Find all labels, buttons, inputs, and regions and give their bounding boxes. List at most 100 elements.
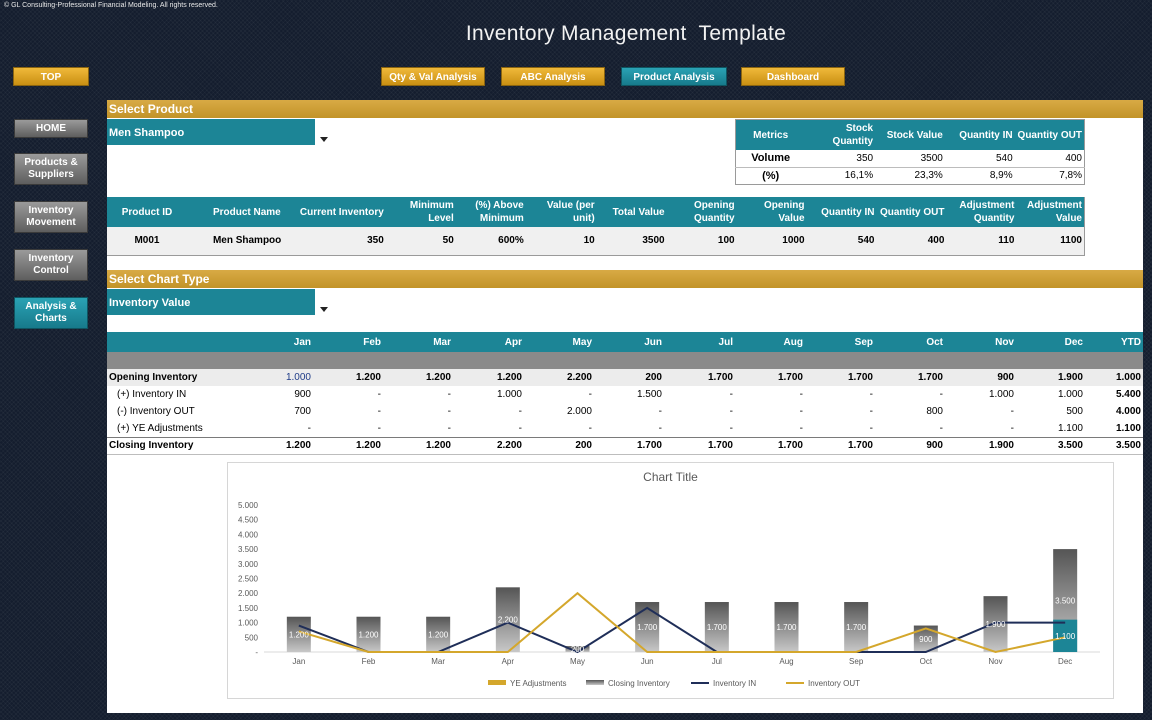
table-cell: -	[518, 422, 522, 434]
table-row: M001 Men Shampoo 350 50 600% 10 3500 100…	[107, 227, 1085, 255]
table-cell: -	[939, 422, 943, 434]
y-tick-label: 5.000	[238, 501, 259, 510]
inventory-table-header	[107, 332, 247, 352]
product-dropdown-arrow-icon[interactable]	[320, 137, 328, 142]
product-cell: 3500	[596, 227, 667, 255]
chart-type-select[interactable]: Inventory Value	[107, 289, 315, 315]
table-cell: 1.200	[313, 436, 383, 455]
product-cell: 100	[666, 227, 737, 255]
table-cell: -	[869, 389, 873, 400]
x-tick-label: Jun	[641, 657, 654, 666]
table-cell: -	[518, 406, 522, 417]
qty-val-analysis-button[interactable]: Qty & Val Analysis	[381, 67, 485, 86]
sidebar-products-suppliers-button[interactable]: Products & Suppliers	[14, 153, 88, 185]
copyright-text: © GL Consulting-Professional Financial M…	[4, 2, 218, 9]
table-cell: 1.000	[1057, 389, 1083, 400]
y-tick-label: 4.500	[238, 516, 259, 525]
y-tick-label: 1.500	[238, 604, 259, 613]
closing-inventory-bar	[565, 646, 590, 652]
product-cell: 350	[286, 227, 386, 255]
product-cell: 110	[946, 227, 1017, 255]
table-cell: -	[729, 422, 733, 434]
metrics-cell: 23,3%	[914, 170, 943, 181]
table-cell: 3.500	[1085, 436, 1143, 455]
product-table-header: Minimum Level	[385, 197, 456, 227]
row-label: Opening Inventory	[107, 369, 247, 386]
table-spacer-row	[107, 352, 1143, 369]
closing-inventory-bar	[844, 602, 869, 652]
month-header: Apr	[453, 332, 524, 352]
month-header: Jan	[247, 332, 313, 352]
abc-analysis-button[interactable]: ABC Analysis	[501, 67, 605, 86]
table-cell: -	[447, 406, 451, 417]
sidebar-inventory-movement-button[interactable]: Inventory Movement	[14, 201, 88, 233]
legend-label: Closing Inventory	[608, 679, 670, 688]
metrics-header: Metrics	[735, 119, 806, 150]
table-cell: -	[447, 422, 451, 434]
product-table-header: Quantity IN	[806, 197, 877, 227]
legend-swatch	[488, 680, 506, 685]
table-cell: -	[658, 406, 662, 417]
table-cell: 1.100	[1057, 422, 1083, 434]
x-tick-label: Mar	[431, 657, 445, 666]
chart-plot: - 500 1.000 1.500 2.000 2.500 3.000 3.500 4.000 4…	[238, 501, 1100, 688]
table-cell: 1.900	[945, 436, 1016, 455]
table-cell: -	[377, 389, 381, 400]
x-tick-label: Feb	[362, 657, 376, 666]
product-table-header: Value (per unit)	[525, 197, 597, 227]
product-table-header: Product ID	[107, 197, 187, 227]
table-cell: -	[307, 422, 311, 434]
product-cell: 400	[876, 227, 947, 255]
top-button[interactable]: TOP	[13, 67, 89, 86]
product-table-header: Opening Quantity	[666, 197, 737, 227]
metrics-header: Stock Value	[875, 119, 945, 150]
row-label: (+) YE Adjustments	[117, 422, 203, 434]
metrics-cell: 540	[944, 150, 1015, 168]
chart-title: Chart Title	[643, 470, 698, 484]
chart-dropdown-arrow-icon[interactable]	[320, 307, 328, 312]
table-row: (+) YE Adjustments - - - - - - - - - - - 1.100 1.100	[107, 420, 1143, 437]
metrics-header: Quantity OUT	[1014, 119, 1085, 150]
table-cell: 1.000	[1085, 369, 1143, 386]
product-cell: 10	[525, 227, 597, 255]
table-cell: 3.500	[1016, 436, 1085, 455]
product-table-header: (%) Above Minimum	[455, 197, 526, 227]
metrics-cell: 8,9%	[989, 170, 1013, 181]
select-product-header: Select Product	[107, 100, 1143, 118]
table-cell: 2.200	[524, 369, 594, 386]
sidebar-home-button[interactable]: HOME	[14, 119, 88, 138]
closing-inventory-label: 1.700	[776, 623, 797, 632]
legend-label: YE Adjustments	[510, 679, 566, 688]
closing-inventory-label: 1.900	[985, 620, 1006, 629]
closing-inventory-bar	[774, 602, 799, 652]
inventory-in-line	[298, 606, 1066, 654]
table-cell: 1.200	[247, 436, 313, 455]
table-row: Closing Inventory 1.200 1.200 1.200 2.200 200…	[107, 436, 1143, 455]
product-table-header: Opening Value	[736, 197, 807, 227]
y-tick-label: 4.000	[238, 530, 259, 539]
product-cell: 50	[385, 227, 456, 255]
metrics-cell: 3500	[875, 150, 945, 168]
x-tick-label: May	[570, 657, 585, 666]
table-cell: 1.700	[875, 369, 945, 386]
x-tick-label: Oct	[920, 657, 933, 666]
table-cell: 1.200	[383, 436, 453, 455]
metrics-cell: 350	[805, 150, 876, 168]
month-header: Sep	[805, 332, 875, 352]
sidebar-inventory-control-button[interactable]: Inventory Control	[14, 249, 88, 281]
table-cell: 2.000	[566, 406, 592, 417]
closing-inventory-bar	[426, 616, 451, 652]
table-cell: 1.000	[496, 389, 522, 400]
sidebar-analysis-charts-button[interactable]: Analysis & Charts	[14, 297, 88, 329]
table-cell: -	[1010, 422, 1014, 434]
y-tick-label: 2.500	[238, 575, 259, 584]
closing-inventory-bar	[495, 587, 520, 652]
month-header: Nov	[945, 332, 1016, 352]
metrics-header: Stock Quantity	[805, 119, 876, 150]
x-tick-label: Aug	[779, 657, 793, 666]
dashboard-button[interactable]: Dashboard	[741, 67, 845, 86]
product-analysis-button[interactable]: Product Analysis	[621, 67, 727, 86]
main-panel: Select Product Men Shampoo Metrics Stock…	[107, 100, 1143, 713]
product-select[interactable]: Men Shampoo	[107, 119, 315, 145]
closing-inventory-bar	[356, 616, 381, 652]
